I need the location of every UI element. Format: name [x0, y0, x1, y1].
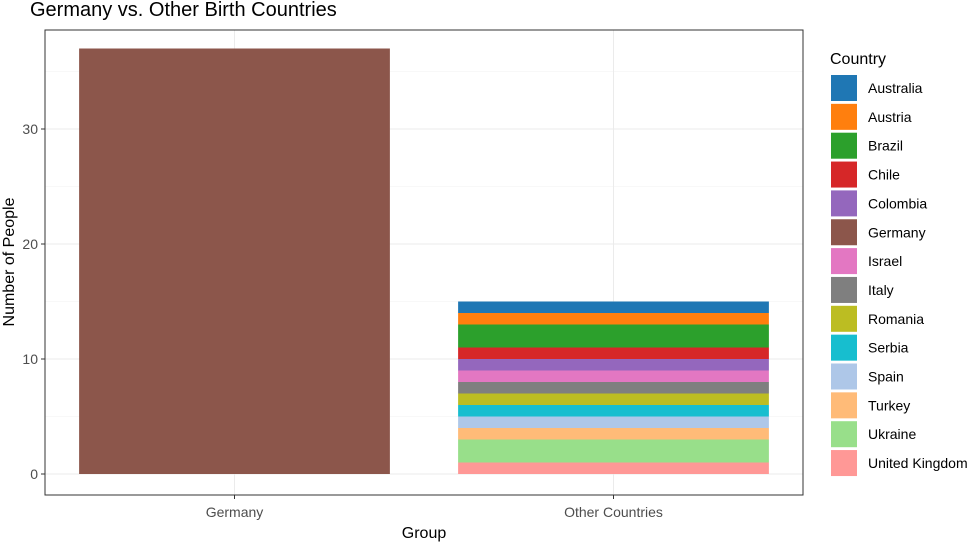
legend-label-brazil: Brazil: [868, 138, 903, 154]
legend-key-australia: [831, 75, 857, 101]
x-tick-label: Germany: [206, 504, 264, 520]
legend-label-ukraine: Ukraine: [868, 426, 916, 442]
x-tick-label: Other Countries: [564, 504, 663, 520]
legend-key-austria: [831, 103, 857, 130]
legend-key-spain: [831, 363, 857, 390]
bar-segment-australia: [458, 301, 769, 313]
bar-segment-austria: [458, 313, 769, 325]
legend-key-germany: [831, 219, 857, 246]
legend-key-ukraine: [831, 421, 857, 448]
legend-label-italy: Italy: [868, 282, 894, 298]
legend-label-germany: Germany: [868, 224, 926, 240]
y-tick-label: 0: [30, 466, 38, 482]
legend-key-brazil: [831, 132, 857, 159]
legend-label-australia: Australia: [868, 80, 923, 96]
legend-label-spain: Spain: [868, 369, 904, 385]
bar-segment-chile: [458, 347, 769, 359]
bar-segment-turkey: [458, 428, 769, 440]
legend-key-serbia: [831, 334, 857, 361]
legend-key-israel: [831, 248, 857, 275]
legend-label-israel: Israel: [868, 253, 902, 269]
legend-key-chile: [831, 161, 857, 188]
bar-segment-colombia: [458, 359, 769, 371]
y-tick-label: 30: [22, 121, 38, 137]
panel-border: [44, 29, 804, 496]
legend-label-united-kingdom: United Kingdom: [868, 455, 968, 471]
x-axis-title: Group: [402, 525, 447, 542]
legend-label-serbia: Serbia: [868, 340, 909, 356]
legend-key-united-kingdom: [831, 450, 857, 477]
chart-title: Germany vs. Other Birth Countries: [30, 0, 337, 21]
legend-key-turkey: [831, 392, 857, 419]
legend-label-chile: Chile: [868, 167, 900, 183]
bar-segment-ukraine: [458, 439, 769, 463]
legend-label-colombia: Colombia: [868, 195, 927, 211]
bar-segment-united-kingdom: [458, 462, 769, 474]
legend-key-italy: [831, 276, 857, 303]
legend-title: Country: [830, 51, 886, 68]
bar-segment-italy: [458, 382, 769, 394]
bar-segment-brazil: [458, 324, 769, 348]
legend-label-austria: Austria: [868, 109, 912, 125]
legend-key-colombia: [831, 190, 857, 217]
bar-segment-israel: [458, 370, 769, 382]
y-axis-title: Number of People: [1, 197, 18, 326]
y-tick-label: 20: [22, 236, 38, 252]
plot-area: 0 10 20 30 Germany Other Countries: [22, 29, 804, 520]
legend-label-turkey: Turkey: [868, 397, 910, 413]
legend-label-romania: Romania: [868, 311, 924, 327]
bar-segment-spain: [458, 416, 769, 428]
bar-segment-romania: [458, 393, 769, 405]
y-tick-label: 10: [22, 351, 38, 367]
legend: Country Australia Austria Brazil Chile Colom…: [830, 51, 968, 477]
legend-key-romania: [831, 305, 857, 332]
bar-segment-serbia: [458, 405, 769, 417]
bar-segment-germany: [79, 48, 390, 474]
